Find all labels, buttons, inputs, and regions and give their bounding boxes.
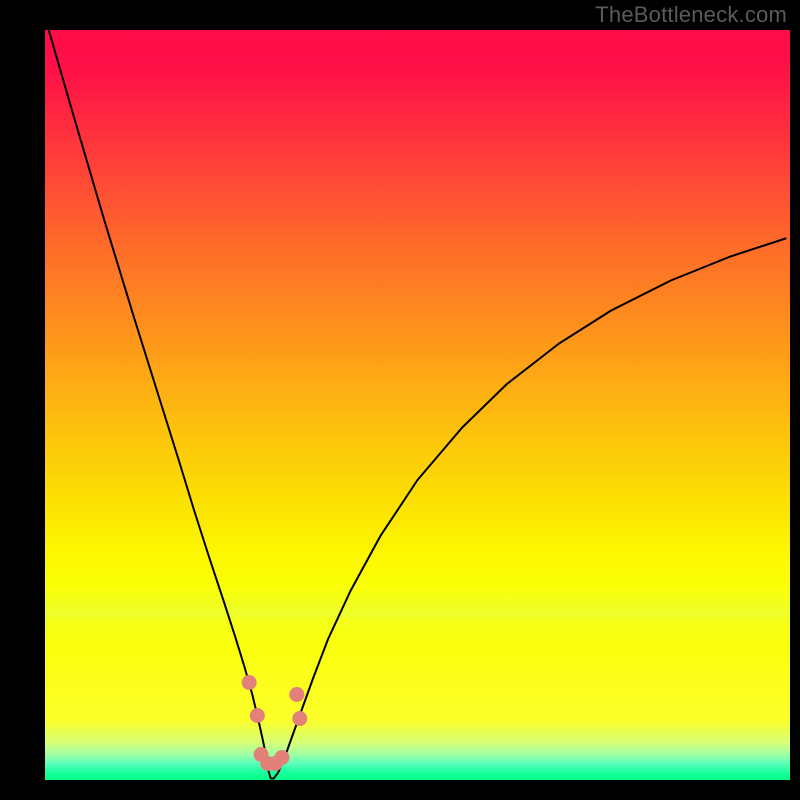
plot-background — [45, 30, 790, 780]
watermark: TheBottleneck.com — [595, 2, 787, 28]
